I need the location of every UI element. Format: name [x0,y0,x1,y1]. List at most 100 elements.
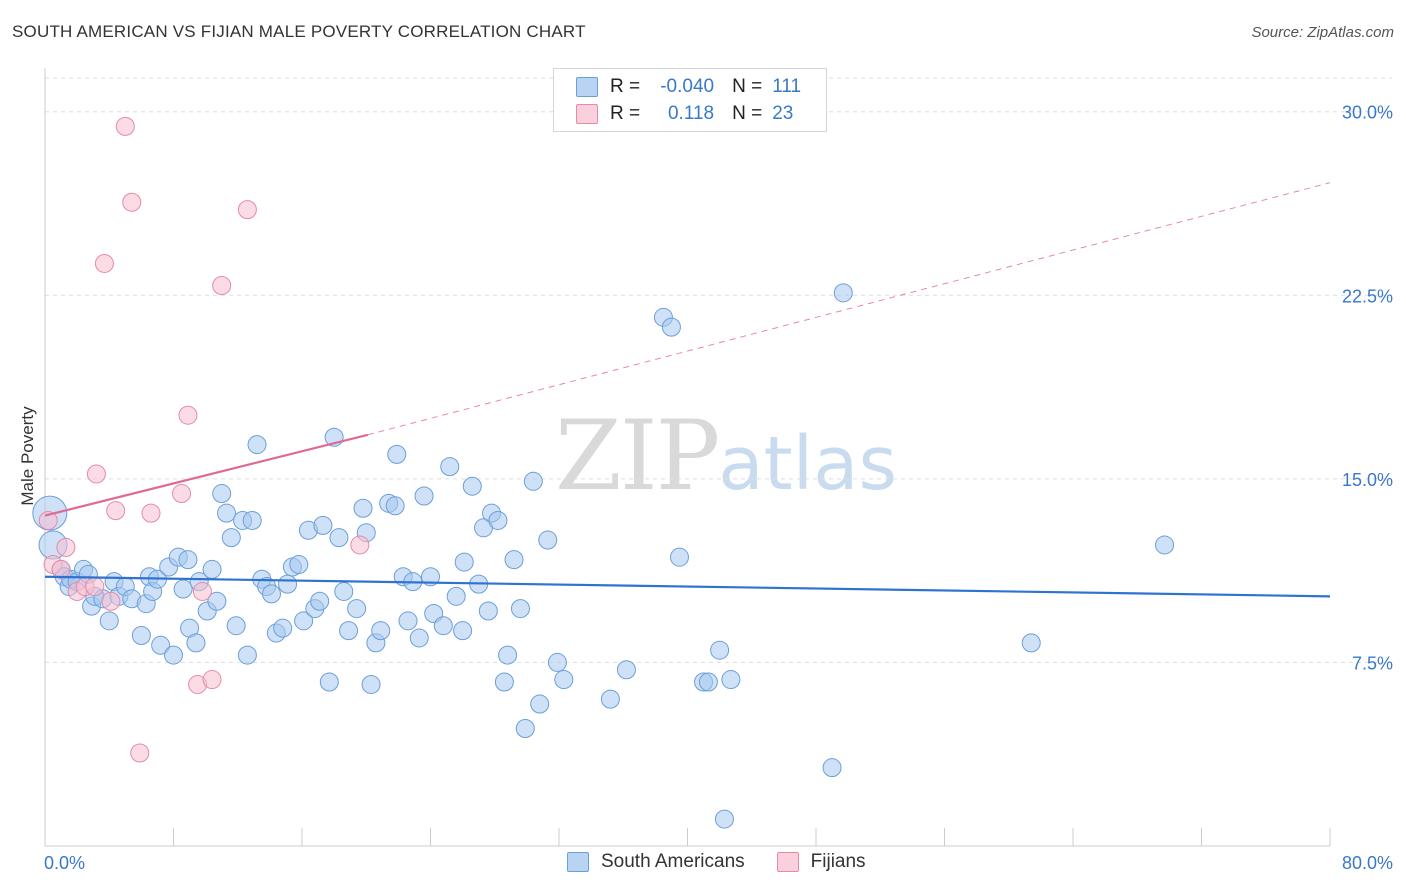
legend-swatch-blue [567,852,589,872]
point-south-americans [494,672,514,692]
point-south-americans [334,581,354,601]
point-fijians [51,559,71,579]
point-south-americans [462,476,482,496]
point-south-americans [353,498,373,518]
point-fijians [94,253,114,273]
point-south-americans [478,601,498,621]
point-south-americans [440,457,460,477]
point-south-americans [99,611,119,631]
point-south-americans [698,672,718,692]
point-fijians [122,192,142,212]
point-south-americans [186,633,206,653]
series-name: South Americans [601,851,745,872]
point-south-americans [488,510,508,530]
point-south-americans [294,611,314,631]
point-south-americans [510,599,530,619]
point-south-americans [600,689,620,709]
legend-n-label: N = [732,76,763,97]
trendline-fijians [44,433,369,517]
point-fijians [101,591,121,611]
legend-r-value: -0.040 [660,76,715,97]
point-fijians [192,581,212,601]
point-south-americans [409,628,429,648]
y-tick-label: 30.0% [1342,103,1393,123]
legend-swatch-blue [576,77,598,97]
point-south-americans [164,645,183,665]
point-fijians [172,484,192,504]
point-south-americans [547,652,567,672]
point-fijians [202,670,222,690]
point-south-americans [387,444,407,464]
legend-r-label: R = [610,76,641,97]
series-legend-fijians[interactable]: Fijians [776,851,866,873]
point-south-americans [515,719,535,739]
point-south-americans [202,559,222,579]
point-south-americans [1155,535,1175,555]
series-legend: South Americans Fijians [567,851,898,873]
legend-swatch-pink [576,104,598,124]
point-fijians [178,405,198,425]
point-south-americans [446,586,466,606]
point-south-americans [151,635,171,655]
point-south-americans [669,547,689,567]
point-south-americans [721,670,741,690]
point-south-americans [1021,633,1041,653]
series-name: Fijians [810,851,866,872]
point-south-americans [385,496,405,516]
x-tick-label: 0.0% [44,853,85,873]
point-south-americans [310,591,330,611]
series-legend-south-americans[interactable]: South Americans [567,851,745,873]
legend-n-value: 23 [772,103,794,124]
point-south-americans [339,621,359,641]
legend-n-value: 111 [772,76,802,97]
chart-title: SOUTH AMERICAN VS FIJIAN MALE POVERTY CO… [12,22,586,41]
point-south-americans [414,486,434,506]
point-south-americans [173,579,193,599]
trendline-south-americans [44,575,1331,598]
y-tick-label: 15.0% [1342,470,1393,490]
point-south-americans [453,621,473,641]
point-south-americans [278,574,298,594]
watermark-atlas: atlas [718,421,898,507]
y-tick-label: 22.5% [1342,286,1393,306]
point-south-americans [523,471,543,491]
stats-legend: R = -0.040 N = 111 R = 0.118 N = 23 [553,68,827,132]
legend-row-fijians: R = 0.118 N = 23 [576,101,793,127]
watermark: ZIPatlas [555,400,897,512]
x-tick-label: 80.0% [1342,853,1393,873]
point-fijians [38,510,58,530]
point-fijians [141,503,161,523]
point-south-americans [398,611,418,631]
point-south-americans [289,555,309,575]
point-south-americans [313,515,333,535]
point-south-americans [319,672,339,692]
point-south-americans [504,550,524,570]
point-south-americans [212,484,232,504]
point-south-americans [226,616,246,636]
point-south-americans [329,528,349,548]
point-south-americans [207,591,227,611]
point-south-americans [261,584,281,604]
point-fijians [237,200,257,220]
point-south-americans [178,550,198,570]
point-south-americans [498,645,518,665]
point-south-americans [361,674,381,694]
point-south-americans [217,503,237,523]
point-south-americans [273,618,293,638]
point-south-americans [237,645,257,665]
point-south-americans [454,552,474,572]
legend-swatch-pink [776,852,799,872]
y-tick-label: 7.5% [1352,653,1393,673]
point-south-americans [710,640,730,660]
point-south-americans [833,283,853,303]
trendline-fijians-extension [367,182,1331,436]
legend-row-south-americans: R = -0.040 N = 111 [576,74,801,100]
point-south-americans [347,599,367,619]
point-fijians [212,275,232,295]
point-fijians [115,116,135,136]
point-south-americans [530,694,550,714]
legend-r-label: R = [610,103,641,124]
point-fijians [86,464,106,484]
point-fijians [130,743,150,763]
